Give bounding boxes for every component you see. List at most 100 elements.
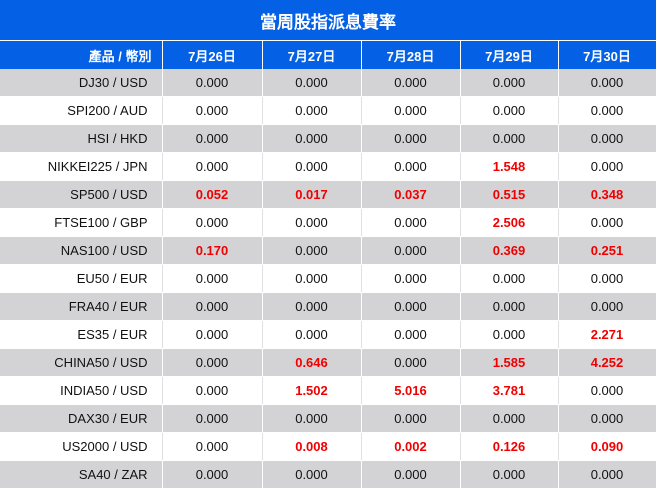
rate-cell: 0.000 (558, 376, 656, 405)
rate-cell: 0.037 (361, 180, 461, 209)
rate-cell: 0.000 (558, 152, 656, 181)
rate-cell: 0.052 (162, 180, 263, 209)
header-pair: 產品 / 幣別 (0, 41, 163, 69)
rate-cell: 0.000 (361, 236, 461, 265)
rate-cell: 3.781 (460, 376, 559, 405)
rate-cell: 0.000 (262, 236, 362, 265)
header-date: 7月28日 (361, 41, 461, 69)
header-date: 7月27日 (262, 41, 362, 69)
rate-cell: 0.000 (361, 96, 461, 125)
pair-cell: SP500 / USD (0, 180, 163, 209)
rate-cell: 0.000 (361, 404, 461, 433)
header-date: 7月30日 (558, 41, 656, 69)
rate-cell: 0.000 (558, 69, 656, 97)
pair-cell: DAX30 / EUR (0, 404, 163, 433)
rate-cell: 0.000 (361, 124, 461, 153)
rate-cell: 1.502 (262, 376, 362, 405)
rate-cell: 0.000 (162, 460, 263, 489)
rate-cell: 0.126 (460, 432, 559, 461)
table-row: FRA40 / EUR 0.000 0.000 0.000 0.000 0.000 (0, 292, 656, 321)
rate-cell: 0.348 (558, 180, 656, 209)
rate-cell: 0.000 (361, 264, 461, 293)
pair-cell: FRA40 / EUR (0, 292, 163, 321)
rate-cell: 0.000 (460, 124, 559, 153)
rate-cell: 1.585 (460, 348, 559, 377)
rate-cell: 0.000 (262, 404, 362, 433)
rate-cell: 0.000 (262, 264, 362, 293)
rate-cell: 0.000 (262, 152, 362, 181)
rate-cell: 0.017 (262, 180, 362, 209)
rate-cell: 2.271 (558, 320, 656, 349)
pair-cell: HSI / HKD (0, 124, 163, 153)
table-row: SP500 / USD 0.052 0.017 0.037 0.515 0.348 (0, 180, 656, 209)
pair-cell: INDIA50 / USD (0, 376, 163, 405)
rate-cell: 0.000 (262, 96, 362, 125)
rate-cell: 0.090 (558, 432, 656, 461)
rate-cell: 0.000 (460, 69, 559, 97)
pair-cell: SPI200 / AUD (0, 96, 163, 125)
pair-cell: DJ30 / USD (0, 69, 163, 97)
pair-cell: CHINA50 / USD (0, 348, 163, 377)
rate-cell: 0.000 (262, 69, 362, 97)
table-row: SPI200 / AUD 0.000 0.000 0.000 0.000 0.000 (0, 96, 656, 125)
rate-cell: 0.000 (262, 292, 362, 321)
header-row: 產品 / 幣別 7月26日 7月27日 7月28日 7月29日 7月30日 (0, 41, 656, 69)
rate-cell: 0.000 (558, 96, 656, 125)
table-row: EU50 / EUR 0.000 0.000 0.000 0.000 0.000 (0, 264, 656, 293)
table-row: CHINA50 / USD 0.000 0.646 0.000 1.585 4.252 (0, 348, 656, 377)
rate-cell: 0.646 (262, 348, 362, 377)
table-row: US2000 / USD 0.000 0.008 0.002 0.126 0.090 (0, 432, 656, 461)
table-row: DJ30 / USD 0.000 0.000 0.000 0.000 0.000 (0, 69, 656, 97)
rate-cell: 0.000 (162, 69, 263, 97)
rate-cell: 0.515 (460, 180, 559, 209)
rate-cell: 0.000 (262, 320, 362, 349)
rate-cell: 2.506 (460, 208, 559, 237)
dividend-rate-table: 產品 / 幣別 7月26日 7月27日 7月28日 7月29日 7月30日 DJ… (0, 41, 656, 489)
rate-cell: 4.252 (558, 348, 656, 377)
table-body: DJ30 / USD 0.000 0.000 0.000 0.000 0.000 SPI20… (0, 69, 656, 489)
table-row: ES35 / EUR 0.000 0.000 0.000 0.000 2.271 (0, 320, 656, 349)
table-row: NAS100 / USD 0.170 0.000 0.000 0.369 0.251 (0, 236, 656, 265)
rate-cell: 0.000 (162, 320, 263, 349)
rate-cell: 0.369 (460, 236, 559, 265)
rate-cell: 0.000 (558, 264, 656, 293)
rate-cell: 0.000 (361, 460, 461, 489)
rate-cell: 0.000 (361, 348, 461, 377)
rate-cell: 0.000 (162, 404, 263, 433)
table-row: SA40 / ZAR 0.000 0.000 0.000 0.000 0.000 (0, 460, 656, 489)
pair-cell: SA40 / ZAR (0, 460, 163, 489)
header-date: 7月29日 (460, 41, 559, 69)
rate-cell: 0.000 (558, 404, 656, 433)
table-title: 當周股指派息費率 (0, 0, 656, 41)
rate-cell: 0.000 (162, 376, 263, 405)
rate-cell: 0.000 (558, 124, 656, 153)
table-row: NIKKEI225 / JPN 0.000 0.000 0.000 1.548 0.000 (0, 152, 656, 181)
rate-cell: 1.548 (460, 152, 559, 181)
rate-cell: 0.000 (162, 348, 263, 377)
rate-cell: 0.008 (262, 432, 362, 461)
pair-cell: EU50 / EUR (0, 264, 163, 293)
rate-cell: 0.000 (262, 208, 362, 237)
rate-cell: 5.016 (361, 376, 461, 405)
table-row: INDIA50 / USD 0.000 1.502 5.016 3.781 0.000 (0, 376, 656, 405)
rate-cell: 0.000 (460, 96, 559, 125)
rate-cell: 0.000 (162, 96, 263, 125)
rate-cell: 0.000 (162, 292, 263, 321)
rate-cell: 0.000 (262, 460, 362, 489)
rate-cell: 0.000 (558, 292, 656, 321)
pair-cell: US2000 / USD (0, 432, 163, 461)
rate-cell: 0.002 (361, 432, 461, 461)
pair-cell: NIKKEI225 / JPN (0, 152, 163, 181)
table-header: 產品 / 幣別 7月26日 7月27日 7月28日 7月29日 7月30日 (0, 41, 656, 69)
rate-cell: 0.000 (162, 124, 263, 153)
pair-cell: ES35 / EUR (0, 320, 163, 349)
rate-cell: 0.251 (558, 236, 656, 265)
pair-cell: NAS100 / USD (0, 236, 163, 265)
rate-cell: 0.000 (558, 460, 656, 489)
rate-cell: 0.000 (361, 320, 461, 349)
rate-cell: 0.000 (558, 208, 656, 237)
rate-cell: 0.000 (361, 69, 461, 97)
rate-cell: 0.000 (460, 292, 559, 321)
rate-cell: 0.000 (162, 208, 263, 237)
